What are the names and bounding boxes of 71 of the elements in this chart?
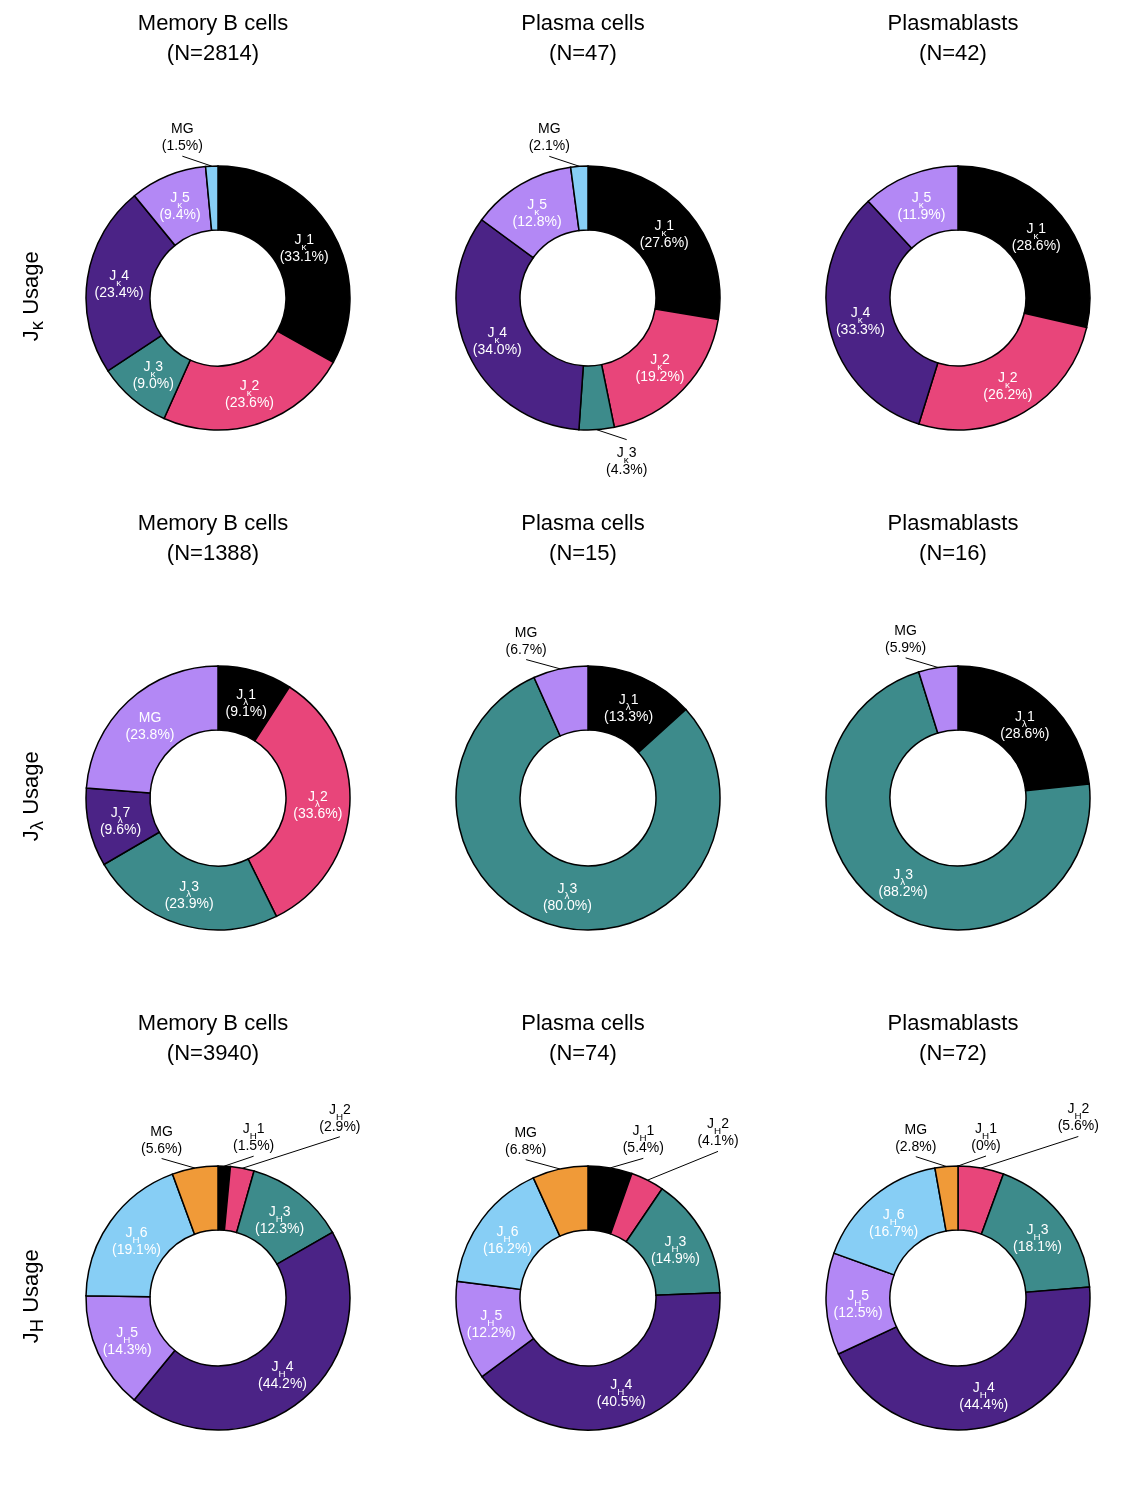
slice-label: J$_{κ}$2 — [997, 368, 1018, 390]
slice-label: J$_{H}$4 — [972, 1378, 995, 1400]
slice-label: J$_{H}$3 — [664, 1233, 687, 1254]
slice-label: J$_{κ}$4 — [850, 304, 871, 325]
slice-label: J$_{κ}$5 — [527, 195, 548, 217]
chart-subtitle: (N=3940) — [165, 1039, 261, 1067]
slice-label: J$_{H}$1 — [242, 1120, 265, 1141]
slice-label: J$_{κ}$1 — [294, 231, 315, 252]
chart-title: Plasma cells — [520, 1009, 646, 1037]
chart-title: Memory B cells — [136, 1009, 290, 1037]
slice-label: J$_{λ}$3 — [893, 865, 914, 887]
chart-title: Plasmablasts — [886, 9, 1020, 37]
slice-label: J$_{H}$2 — [1067, 1100, 1090, 1121]
slice-label: J$_{H}$3 — [1026, 1221, 1049, 1242]
data-label: (5.9%) — [885, 638, 927, 655]
slice-label: J$_{κ}$2 — [650, 351, 671, 372]
data-label: (6.8%) — [505, 1140, 547, 1157]
data-label: (6.7%) — [505, 640, 547, 657]
data-label: (2.8%) — [895, 1137, 937, 1154]
chart-title: Memory B cells — [136, 9, 290, 37]
slice-label: J$_{H}$6 — [882, 1205, 905, 1227]
data-label: (5.6%) — [141, 1139, 183, 1156]
chart-subtitle: (N=47) — [548, 39, 618, 67]
slice-label: J$_{κ}$2 — [239, 376, 260, 398]
slice-label: J$_{H}$5 — [847, 1286, 870, 1308]
slice-label: MG — [904, 1120, 928, 1137]
slice-label: MG — [514, 1123, 537, 1140]
slice-label: J$_{λ}$3 — [557, 879, 578, 901]
slice-label: J$_{H}$2 — [707, 1115, 730, 1136]
chart-subtitle: (N=42) — [918, 39, 988, 67]
slice-label: J$_{κ}$1 — [654, 217, 675, 238]
chart-title: Memory B cells — [136, 509, 290, 537]
slice-label: J$_{λ}$1 — [618, 690, 639, 712]
slice-label: J$_{H}$6 — [496, 1222, 519, 1244]
slice-label: J$_{κ}$5 — [170, 189, 191, 210]
slice-label: J$_{λ}$3 — [179, 877, 200, 899]
chart-subtitle: (N=1388) — [165, 539, 261, 567]
slice-label: MG — [514, 623, 538, 640]
chart-title: Plasmablasts — [886, 509, 1020, 537]
slice-label: MG — [138, 708, 162, 725]
slice-label: J$_{λ}$7 — [110, 804, 131, 825]
slice-label: MG — [538, 120, 561, 137]
slice-label: J$_{H}$2 — [328, 1100, 352, 1122]
slice-label: J$_{H}$4 — [271, 1358, 294, 1379]
slice-label: MG — [150, 1122, 173, 1139]
chart-title: Plasma cells — [520, 9, 646, 37]
data-label: (2.1%) — [528, 137, 570, 154]
chart-subtitle: (N=72) — [918, 1039, 988, 1067]
chart-subtitle: (N=74) — [548, 1039, 618, 1067]
text: (0%) — [971, 1137, 1001, 1153]
chart-title: Plasma cells — [520, 509, 646, 537]
slice-label: J$_{λ}$2 — [307, 787, 328, 809]
slice-label: J$_{H}$5 — [480, 1307, 503, 1328]
slice-label: J$_{κ}$4 — [109, 266, 130, 288]
slice-label: MG — [894, 621, 917, 638]
data-label: (23.8%) — [125, 725, 175, 742]
slice-label: J$_{H}$5 — [116, 1323, 139, 1345]
slice-label: MG — [171, 120, 194, 137]
slice-label: J$_{λ}$1 — [1015, 707, 1035, 729]
slice-label: J$_{κ}$3 — [616, 443, 637, 465]
chart-subtitle: (N=15) — [548, 539, 618, 567]
chart-title: Plasmablasts — [886, 1009, 1020, 1037]
slice-label: J$_{H}$4 — [610, 1376, 633, 1397]
data-label: (1.5%) — [161, 137, 203, 154]
chart-subtitle: (N=16) — [918, 539, 988, 567]
slice-label: J$_{κ}$1 — [1026, 219, 1047, 241]
slice-label: J$_{κ}$3 — [143, 358, 164, 379]
chart-subtitle: (N=2814) — [165, 39, 261, 67]
slice-label: J$_{κ}$5 — [911, 188, 932, 210]
slice-label: J$_{H}$1 — [632, 1122, 655, 1143]
slice-label: J$_{H}$3 — [268, 1203, 291, 1224]
